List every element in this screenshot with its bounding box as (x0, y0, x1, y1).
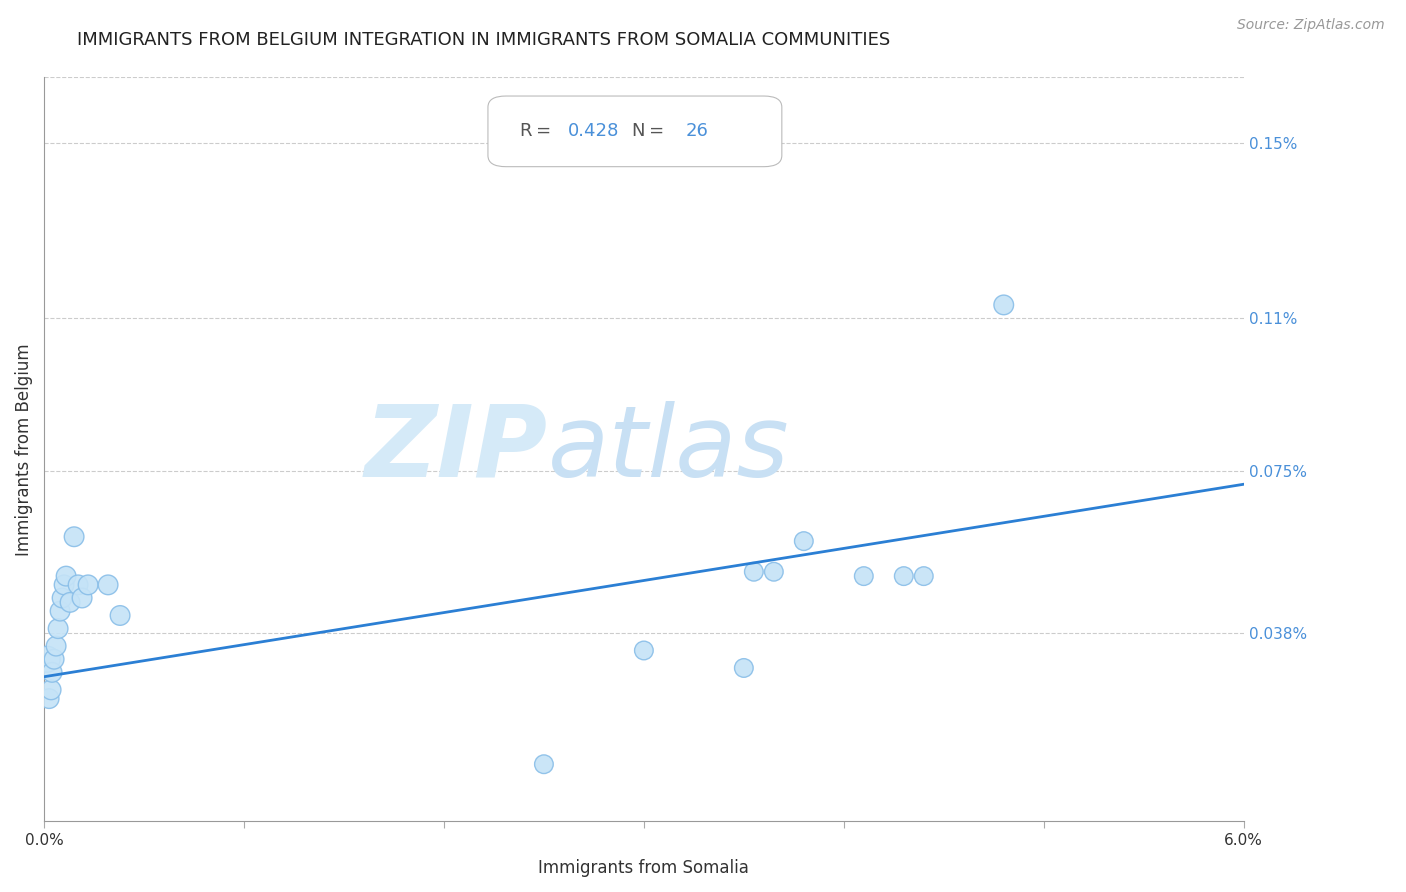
Point (49, 604, 72, 618)
Point (41, 665, 63, 680)
Text: 0.428: 0.428 (568, 122, 620, 140)
Point (59, 595, 82, 609)
Point (633, 643, 655, 657)
Point (38, 691, 60, 706)
Point (108, 608, 131, 623)
Point (852, 569, 875, 583)
Point (39, 682, 62, 697)
Point (912, 569, 935, 583)
Point (793, 534, 815, 549)
Point (993, 298, 1015, 312)
Point (67, 578, 90, 592)
Text: ZIP: ZIP (366, 401, 548, 498)
Text: 26: 26 (686, 122, 709, 140)
Point (51, 591, 73, 605)
Point (46, 622, 69, 636)
Y-axis label: Immigrants from Belgium: Immigrants from Belgium (15, 343, 32, 556)
Point (733, 661, 755, 675)
Point (53, 578, 76, 592)
Point (70, 591, 93, 605)
Point (762, 565, 785, 579)
Text: N =: N = (631, 122, 668, 140)
Point (893, 569, 915, 583)
Point (55, 569, 77, 583)
X-axis label: Immigrants from Somalia: Immigrants from Somalia (538, 859, 749, 877)
Point (37, 652, 59, 666)
Point (533, 757, 555, 772)
Point (742, 565, 765, 579)
Point (42, 652, 65, 666)
Text: R =: R = (520, 122, 555, 140)
FancyBboxPatch shape (488, 96, 782, 167)
Point (77, 578, 100, 592)
Text: Source: ZipAtlas.com: Source: ZipAtlas.com (1237, 18, 1385, 32)
Text: IMMIGRANTS FROM BELGIUM INTEGRATION IN IMMIGRANTS FROM SOMALIA COMMUNITIES: IMMIGRANTS FROM BELGIUM INTEGRATION IN I… (77, 31, 890, 49)
Point (63, 530, 86, 544)
Point (97, 578, 120, 592)
Point (45, 639, 67, 653)
Text: atlas: atlas (548, 401, 790, 498)
